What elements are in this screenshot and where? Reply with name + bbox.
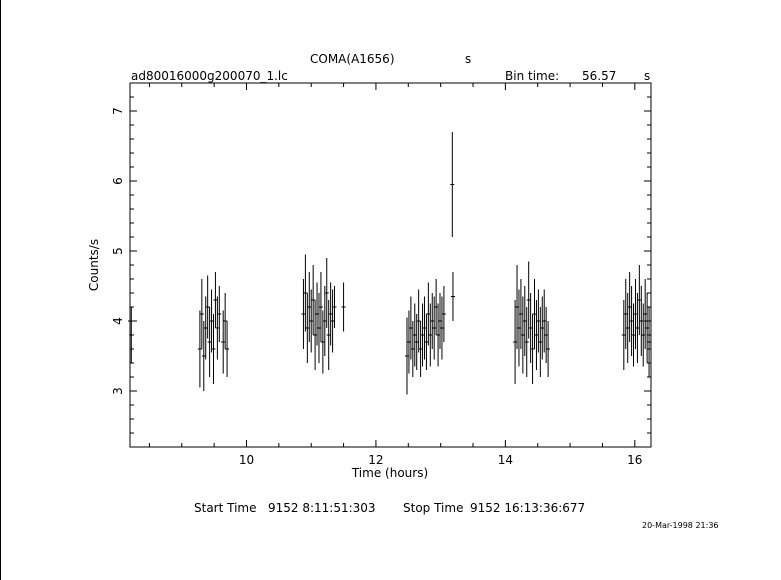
plot-frame <box>129 82 652 448</box>
left-border <box>0 0 1 580</box>
x-axis-label: Time (hours) <box>351 466 428 480</box>
stop-time-label: Stop Time <box>403 501 464 515</box>
y-tick-label: 4 <box>111 317 125 325</box>
y-tick-label: 5 <box>111 247 125 255</box>
bin-time-unit: s <box>644 69 651 83</box>
y-tick-label: 6 <box>111 177 125 185</box>
y-axis-label: Counts/s <box>87 239 101 291</box>
x-tick-label: 16 <box>627 453 642 467</box>
date-stamp: 20-Mar-1998 21:36 <box>642 521 719 530</box>
stop-time-value: 9152 16:13:36:677 <box>470 501 586 515</box>
chart-title-suffix: s <box>465 52 472 66</box>
data-points <box>128 132 652 395</box>
chart-title: COMA(A1656) <box>310 52 395 66</box>
bin-time-label: Bin time: <box>505 69 560 83</box>
x-tick-label: 10 <box>239 453 254 467</box>
x-tick-label: 14 <box>498 453 513 467</box>
bin-time-value: 56.57 <box>582 69 617 83</box>
y-tick-label: 3 <box>111 387 125 395</box>
file-name: ad80016000g200070_1.lc <box>131 69 288 83</box>
start-time-value: 9152 8:11:51:303 <box>268 501 376 515</box>
y-tick-label: 7 <box>111 107 125 115</box>
x-tick-label: 12 <box>368 453 383 467</box>
start-time-label: Start Time <box>194 501 257 515</box>
axis-ticks: 10 12 14 16 3 4 5 6 7 <box>111 82 651 467</box>
